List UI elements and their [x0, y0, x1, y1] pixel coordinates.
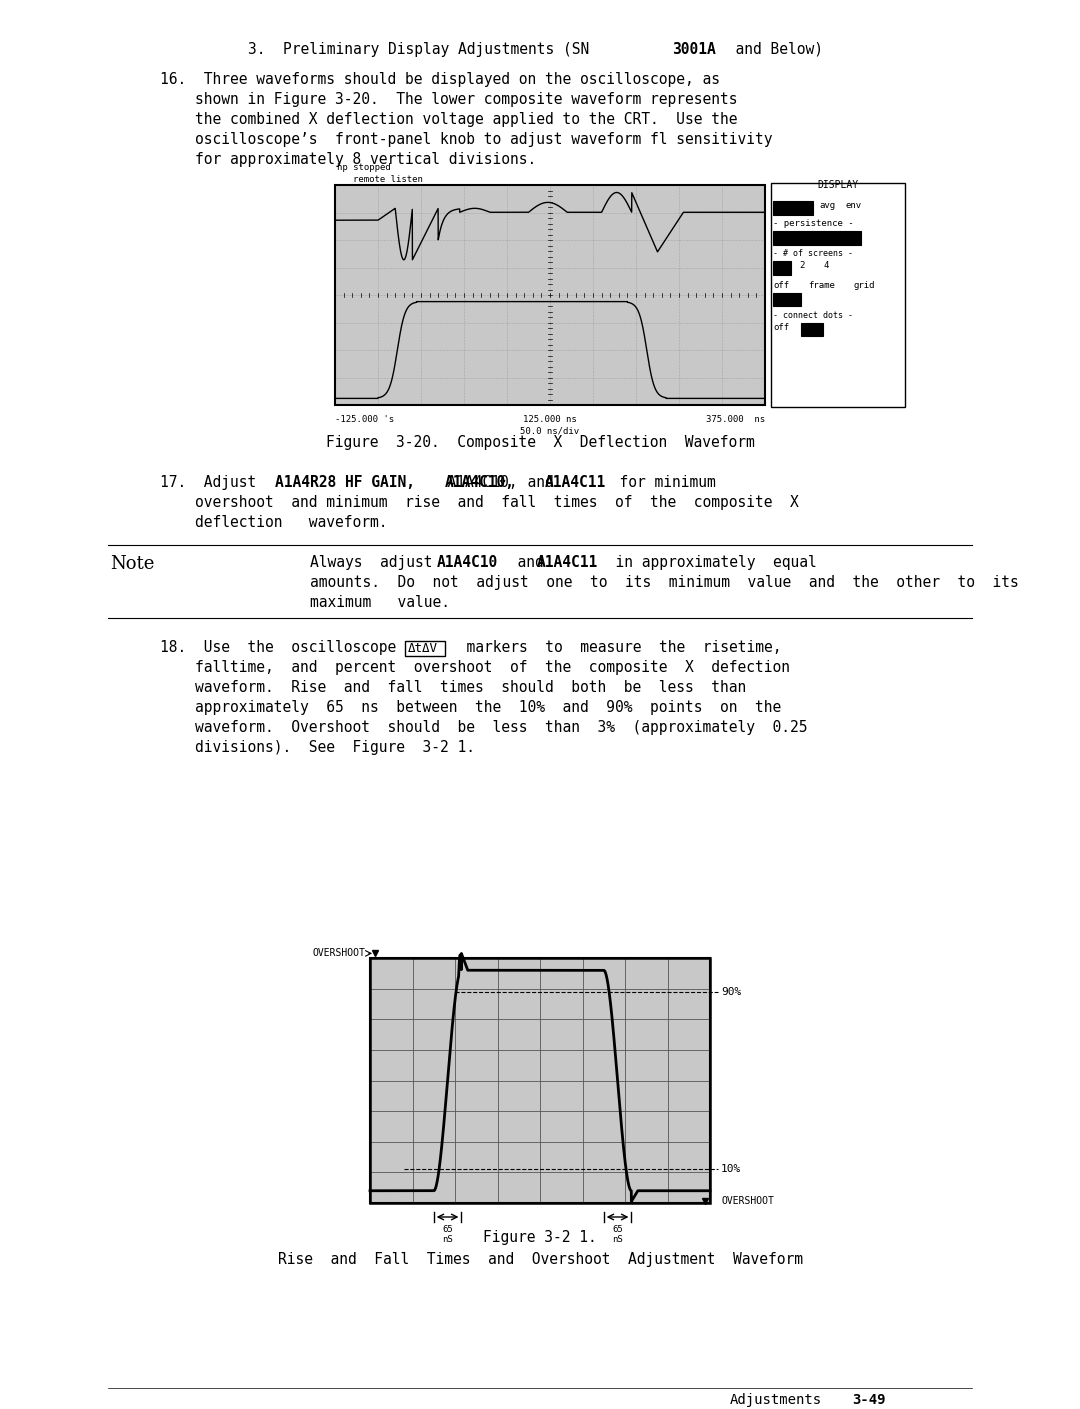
- Text: minimum: minimum: [777, 231, 814, 240]
- Text: A1A4C10,: A1A4C10,: [430, 475, 517, 490]
- Text: ΔtΔV: ΔtΔV: [408, 643, 438, 655]
- Text: 50.0 ns/div: 50.0 ns/div: [521, 427, 580, 435]
- Text: falltime,  and  percent  overshoot  of  the  composite  X  defection: falltime, and percent overshoot of the c…: [195, 659, 789, 675]
- Text: maximum   value.: maximum value.: [310, 595, 450, 610]
- Text: Always  adjust: Always adjust: [310, 555, 450, 571]
- Text: 3001A: 3001A: [672, 42, 716, 56]
- Text: 375.000  ns: 375.000 ns: [706, 416, 765, 424]
- Text: approximately  65  ns  between  the  10%  and  90%  points  on  the: approximately 65 ns between the 10% and …: [195, 700, 781, 714]
- Text: 65
nS: 65 nS: [612, 1224, 623, 1244]
- Text: -125.000 's: -125.000 's: [335, 416, 394, 424]
- Text: Rise  and  Fall  Times  and  Overshoot  Adjustment  Waveform: Rise and Fall Times and Overshoot Adjust…: [278, 1253, 802, 1267]
- Text: overshoot  and minimum  rise  and  fall  times  of  the  composite  X: overshoot and minimum rise and fall time…: [195, 495, 799, 510]
- Text: 3-49: 3-49: [852, 1394, 886, 1408]
- Text: env: env: [845, 201, 861, 210]
- Text: avg: avg: [819, 201, 835, 210]
- Text: and: and: [510, 475, 571, 490]
- Text: markers  to  measure  the  risetime,: markers to measure the risetime,: [449, 640, 782, 655]
- Bar: [370, 958, 710, 1203]
- Text: Note: Note: [110, 555, 154, 573]
- Text: hp stopped: hp stopped: [337, 163, 391, 172]
- Text: shown in Figure 3-20.  The lower composite waveform represents: shown in Figure 3-20. The lower composit…: [195, 92, 738, 107]
- Text: oscilloscope’s  front-panel knob to adjust waveform fl sensitivity: oscilloscope’s front-panel knob to adjus…: [195, 132, 772, 147]
- Text: axes: axes: [777, 293, 796, 302]
- Text: amounts.  Do  not  adjust  one  to  its  minimum  value  and  the  other  to  it: amounts. Do not adjust one to its minimu…: [310, 575, 1018, 590]
- Bar: [771, 183, 905, 407]
- Text: Figure  3-20.  Composite  X  Deflection  Waveform: Figure 3-20. Composite X Deflection Wave…: [326, 435, 754, 449]
- Text: - # of screens -: - # of screens -: [773, 249, 853, 258]
- Text: frame: frame: [808, 280, 835, 290]
- Text: on: on: [804, 323, 814, 333]
- Text: for approximately 8 vertical divisions.: for approximately 8 vertical divisions.: [195, 152, 537, 168]
- Text: divisions).  See  Figure  3-2 1.: divisions). See Figure 3-2 1.: [195, 740, 475, 755]
- Text: 18.  Use  the  oscilloscope: 18. Use the oscilloscope: [160, 640, 414, 655]
- Text: grid: grid: [853, 280, 875, 290]
- Text: in approximately  equal: in approximately equal: [598, 555, 816, 571]
- Text: and: and: [500, 555, 562, 571]
- Text: the combined X deflection voltage applied to the CRT.  Use the: the combined X deflection voltage applie…: [195, 111, 738, 127]
- Text: A1A4R28 HF GAIN,: A1A4R28 HF GAIN,: [275, 475, 415, 490]
- Bar: [773, 231, 861, 245]
- Text: waveform.  Rise  and  fall  times  should  both  be  less  than: waveform. Rise and fall times should bot…: [195, 681, 746, 695]
- Text: norm: norm: [777, 201, 797, 210]
- Text: 16.  Three waveforms should be displayed on the oscilloscope, as: 16. Three waveforms should be displayed …: [160, 72, 720, 87]
- Text: A1A4C10,: A1A4C10,: [445, 475, 515, 490]
- Text: off: off: [773, 323, 789, 333]
- Text: - persistence -: - persistence -: [773, 218, 853, 228]
- Text: Figure 3-2 1.: Figure 3-2 1.: [483, 1230, 597, 1246]
- Text: OVERSHOOT: OVERSHOOT: [721, 1196, 774, 1206]
- Text: Adjustments: Adjustments: [730, 1394, 822, 1408]
- Bar: [335, 185, 765, 404]
- Text: waveform.  Overshoot  should  be  less  than  3%  (approximately  0.25: waveform. Overshoot should be less than …: [195, 720, 808, 735]
- Text: for minimum: for minimum: [602, 475, 716, 490]
- Text: - connect dots -: - connect dots -: [773, 311, 853, 320]
- Text: 4: 4: [823, 261, 828, 271]
- Text: 3.  Preliminary Display Adjustments (SN: 3. Preliminary Display Adjustments (SN: [248, 42, 607, 56]
- Text: 2: 2: [799, 261, 805, 271]
- Text: 10%: 10%: [721, 1164, 741, 1174]
- Text: A1A4C11: A1A4C11: [537, 555, 598, 571]
- Text: A1A4C10: A1A4C10: [437, 555, 498, 571]
- Text: 1: 1: [777, 261, 781, 271]
- Text: deflection   waveform.: deflection waveform.: [195, 516, 388, 530]
- Text: off: off: [773, 280, 789, 290]
- Text: A1A4C11: A1A4C11: [545, 475, 606, 490]
- Bar: [801, 323, 823, 335]
- Bar: [370, 958, 710, 1203]
- Text: 125.000 ns: 125.000 ns: [523, 416, 577, 424]
- Bar: [773, 293, 801, 306]
- Text: 65
nS: 65 nS: [442, 1224, 453, 1244]
- Bar: [405, 641, 445, 657]
- Text: and Below): and Below): [718, 42, 823, 56]
- Text: 90%: 90%: [721, 988, 741, 998]
- Text: OVERSHOOT: OVERSHOOT: [312, 948, 365, 958]
- Bar: [335, 185, 765, 404]
- Text: DISPLAY: DISPLAY: [818, 180, 859, 190]
- Text: 17.  Adjust: 17. Adjust: [160, 475, 273, 490]
- Text: remote listen: remote listen: [353, 175, 423, 185]
- Bar: [773, 261, 791, 275]
- Bar: [773, 201, 813, 216]
